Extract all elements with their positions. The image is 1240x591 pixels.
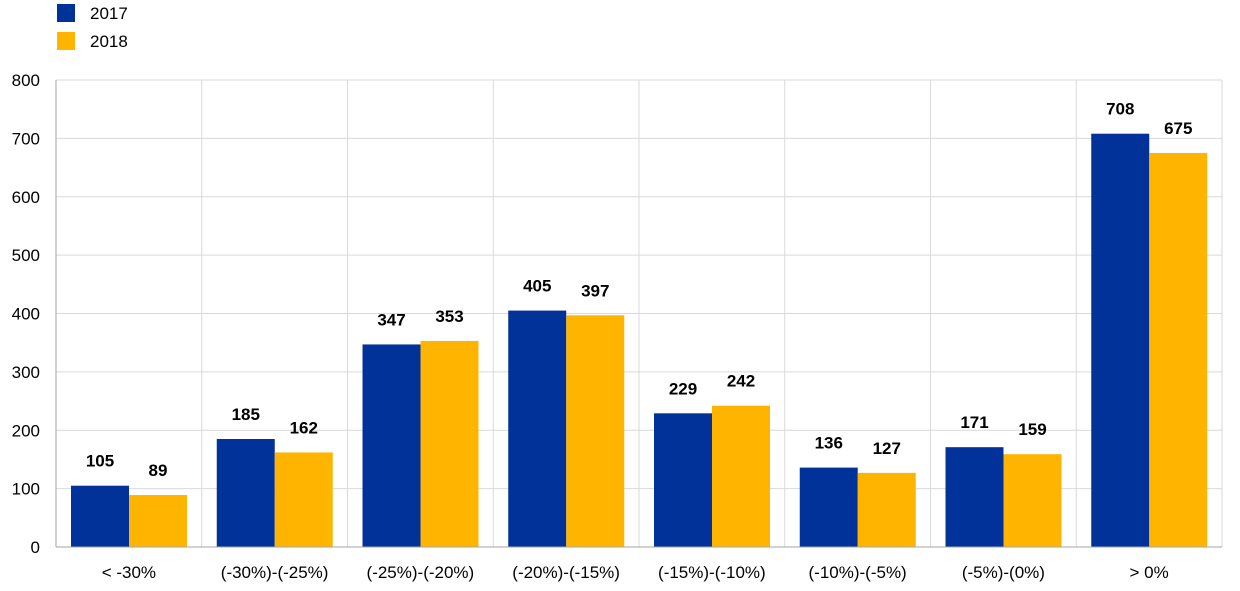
y-tick-label: 400 [12,305,40,324]
bar-2017-7 [1091,133,1150,547]
data-label-2017-7: 708 [1106,100,1134,119]
data-label-2017-4: 229 [669,379,697,398]
data-label-2018-6: 159 [1018,420,1046,439]
axes [55,80,1222,548]
y-tick-label: 100 [12,480,40,499]
data-label-2017-1: 185 [232,405,260,424]
data-label-2018-7: 675 [1164,119,1192,138]
bar-2018-2 [420,340,479,547]
data-label-2017-3: 405 [523,277,551,296]
bar-2017-2 [362,344,421,547]
y-tick-label: 200 [12,421,40,440]
x-tick-label: < -30% [102,563,156,582]
y-tick-label: 0 [31,538,40,557]
data-label-2017-0: 105 [86,452,114,471]
x-tick-label: (-20%)-(-15%) [512,563,620,582]
data-label-2017-2: 347 [377,310,405,329]
data-label-2017-5: 136 [815,434,843,453]
bar-2017-4 [654,413,712,547]
bar-2017-5 [799,467,858,547]
legend: 2017 2018 [57,4,128,51]
data-label-2018-0: 89 [149,461,168,480]
bar-2018-1 [274,452,333,547]
data-labels: 105 89 185 162 347 353 405 397 229 242 136 127 171 15… [86,100,1193,480]
legend-label-2018: 2018 [90,32,128,51]
bar-2017-3 [508,310,567,547]
bar-2017-6 [945,447,1004,547]
data-label-2017-6: 171 [960,413,988,432]
y-tick-label: 600 [12,188,40,207]
bar-2018-0 [129,495,187,547]
legend-swatch-2018 [57,32,75,50]
bar-2017-0 [71,485,129,547]
bar-2018-6 [1003,454,1062,547]
x-tick-label: (-15%)-(-10%) [658,563,766,582]
y-tick-label: 700 [12,129,40,148]
bar-2018-5 [857,472,916,547]
data-label-2018-4: 242 [727,372,755,391]
y-tick-label: 800 [12,71,40,90]
data-label-2018-5: 127 [873,439,901,458]
data-label-2018-3: 397 [581,281,609,300]
bar-2018-4 [712,405,770,547]
y-tick-label: 500 [12,246,40,265]
bar-2018-7 [1149,152,1208,547]
legend-swatch-2017 [57,4,75,22]
x-tick-label: > 0% [1130,563,1169,582]
x-tick-label: (-30%)-(-25%) [221,563,329,582]
grid-lines [56,79,1223,548]
bar-2017-1 [216,439,275,547]
bars [71,133,1208,547]
x-axis-ticks: < -30% (-30%)-(-25%) (-25%)-(-20%) (-20%)-(… [102,563,1169,582]
x-tick-label: (-25%)-(-20%) [367,563,475,582]
y-axis-ticks: 0 100 200 300 400 500 600 700 800 [12,71,40,557]
data-label-2018-2: 353 [435,307,463,326]
x-tick-label: (-10%)-(-5%) [809,563,907,582]
bar-2018-3 [566,315,625,547]
x-tick-label: (-5%)-(0%) [962,563,1045,582]
y-tick-label: 300 [12,363,40,382]
data-label-2018-1: 162 [290,418,318,437]
legend-label-2017: 2017 [90,4,128,23]
